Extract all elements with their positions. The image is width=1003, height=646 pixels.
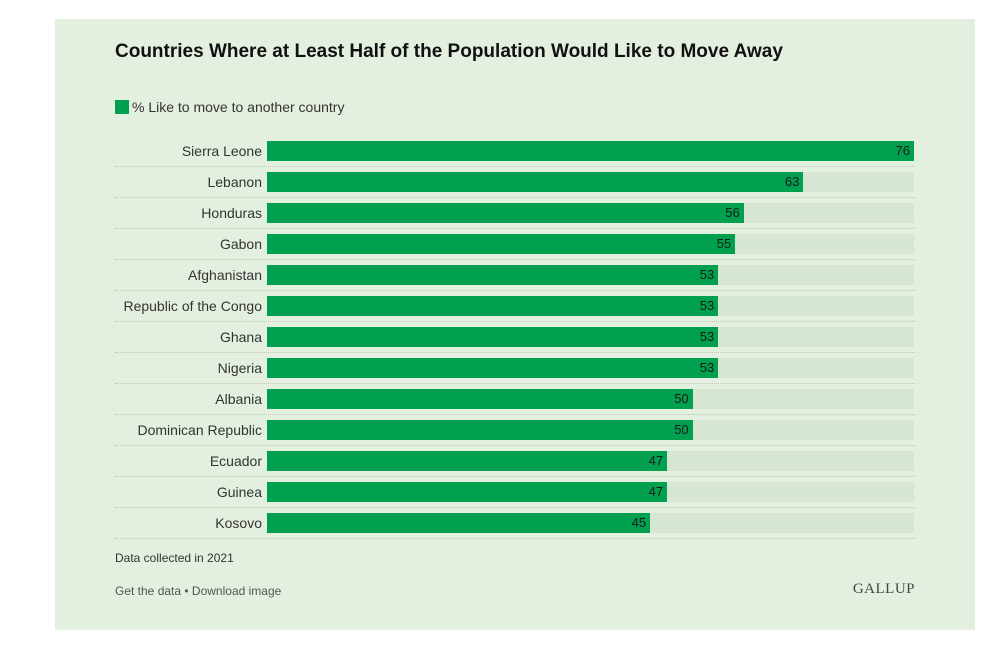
- bar-track: 55: [267, 234, 914, 254]
- bar-track: 47: [267, 451, 914, 471]
- category-label: Nigeria: [217, 360, 262, 376]
- category-label: Ecuador: [209, 453, 262, 469]
- legend: % Like to move to another country: [115, 99, 344, 115]
- bar-row: Honduras 56: [115, 198, 915, 229]
- bar-value-label: 76: [895, 143, 910, 158]
- bar-value-label: 45: [631, 515, 647, 530]
- category-label: Albania: [215, 391, 262, 407]
- category-label: Sierra Leone: [181, 143, 262, 159]
- bar-value-label: 50: [674, 422, 689, 437]
- bar-row: Albania 50: [115, 384, 915, 415]
- bar: 76: [267, 141, 914, 161]
- bar-row: Ecuador 47: [115, 446, 915, 477]
- data-note: Data collected in 2021: [115, 551, 234, 565]
- bar-value-label: 47: [648, 453, 664, 468]
- bar-row: Ghana 53: [115, 322, 915, 353]
- bar: 45: [267, 513, 651, 533]
- bar-rows: Sierra Leone 76 Lebanon 63 Honduras 56 Gabon 55…: [115, 136, 915, 539]
- bar-track: 53: [267, 296, 914, 316]
- bar-row: Kosovo 45: [115, 508, 915, 539]
- gallup-logo: GALLUP: [852, 581, 915, 597]
- category-label: Honduras: [201, 205, 262, 221]
- bar: 47: [267, 451, 668, 471]
- bar-track: 53: [267, 327, 914, 347]
- bar: 53: [267, 358, 719, 378]
- category-label: Kosovo: [215, 515, 262, 531]
- link-separator: •: [181, 584, 192, 598]
- bar-row: Gabon 55: [115, 229, 915, 260]
- category-label: Afghanistan: [188, 267, 262, 283]
- bar-track: 76: [267, 141, 914, 161]
- chart-panel: Countries Where at Least Half of the Pop…: [55, 19, 975, 630]
- bar-row: Nigeria 53: [115, 353, 915, 384]
- bar-track: 53: [267, 265, 914, 285]
- bar-value-label: 47: [648, 484, 664, 499]
- bar-value-label: 53: [699, 298, 715, 313]
- category-label: Ghana: [219, 329, 262, 345]
- bar-row: Republic of the Congo 53: [115, 291, 915, 322]
- legend-label: % Like to move to another country: [132, 99, 345, 115]
- bar: 53: [267, 296, 719, 316]
- bar-row: Guinea 47: [115, 477, 915, 508]
- bar: 50: [267, 389, 693, 409]
- legend-swatch: [115, 100, 129, 114]
- bar-row: Afghanistan 53: [115, 260, 915, 291]
- get-data-link[interactable]: Get the data: [115, 584, 182, 598]
- bar-track: 56: [267, 203, 914, 223]
- bar-value-label: 53: [699, 360, 715, 375]
- category-label: Gabon: [219, 236, 262, 252]
- footer-links: Get the data • Download image: [115, 584, 281, 598]
- bar-value-label: 53: [699, 267, 715, 282]
- category-label: Lebanon: [207, 174, 262, 190]
- bar-value-label: 53: [699, 329, 715, 344]
- bar-track: 47: [267, 482, 914, 502]
- bar-row: Sierra Leone 76: [115, 136, 915, 167]
- download-image-link[interactable]: Download image: [191, 584, 282, 598]
- bar-value-label: 56: [725, 205, 740, 220]
- bar: 55: [267, 234, 736, 254]
- chart-title: Countries Where at Least Half of the Pop…: [115, 41, 783, 62]
- category-label: Dominican Republic: [137, 422, 262, 438]
- bar-row: Lebanon 63: [115, 167, 915, 198]
- bar: 47: [267, 482, 668, 502]
- bar-row: Dominican Republic 50: [115, 415, 915, 446]
- bar-track: 50: [267, 420, 914, 440]
- bar-value-label: 50: [674, 391, 689, 406]
- category-label: Republic of the Congo: [123, 298, 262, 314]
- bar-value-label: 63: [784, 174, 800, 189]
- bar-track: 45: [267, 513, 914, 533]
- bar-track: 53: [267, 358, 914, 378]
- bar: 63: [267, 172, 804, 192]
- bar: 56: [267, 203, 744, 223]
- bar: 53: [267, 327, 719, 347]
- category-label: Guinea: [216, 484, 262, 500]
- bar-track: 63: [267, 172, 914, 192]
- bar: 53: [267, 265, 719, 285]
- bar: 50: [267, 420, 693, 440]
- bar-track: 50: [267, 389, 914, 409]
- bar-value-label: 55: [716, 236, 732, 251]
